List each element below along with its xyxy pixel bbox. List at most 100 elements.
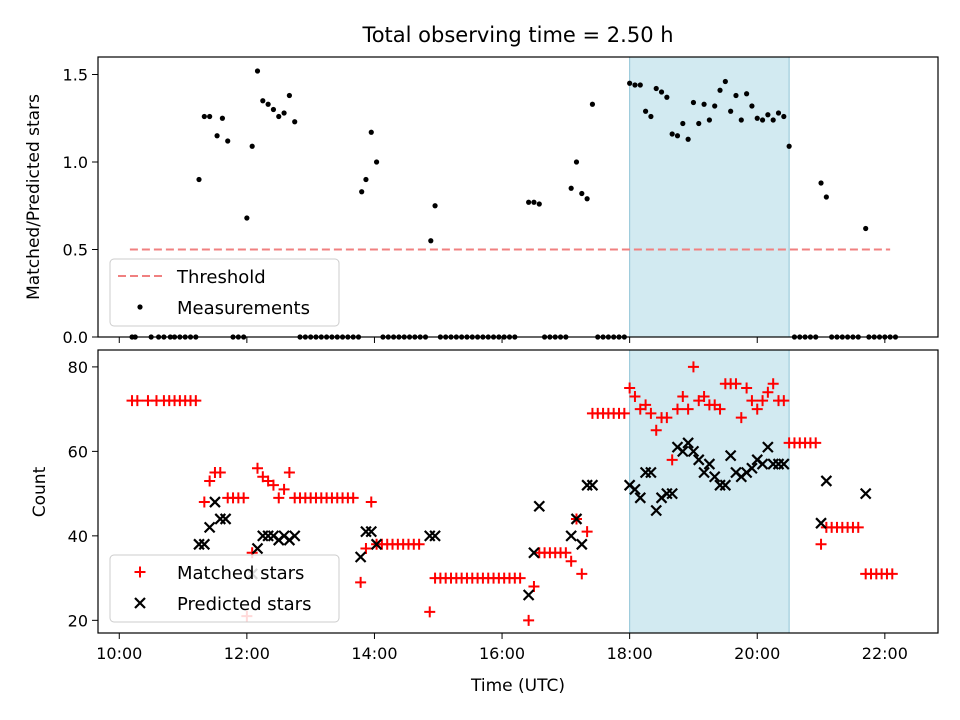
measurements-point	[712, 103, 718, 109]
predicted-stars-point	[251, 542, 264, 555]
measurements-point	[584, 196, 590, 202]
matched-stars-point	[757, 395, 769, 407]
predicted-stars-point	[746, 462, 758, 475]
measurements-point	[270, 106, 277, 113]
measurements-point	[685, 136, 691, 142]
y-tick-label: 1.0	[63, 153, 88, 172]
matched-stars-point	[741, 382, 753, 394]
matched-stars-point	[560, 547, 572, 559]
measurements-point	[428, 238, 434, 244]
predicted-stars-point	[570, 513, 583, 525]
predicted-stars-point	[650, 504, 663, 517]
measurements-point	[680, 120, 686, 127]
matched-stars-point	[666, 454, 678, 466]
measurements-point	[276, 113, 282, 120]
x-axis-label: Time (UTC)	[470, 676, 565, 696]
matched-stars-point	[629, 390, 641, 402]
predicted-stars-point	[778, 458, 790, 470]
measurements-point	[219, 115, 226, 121]
measurements-point	[744, 91, 750, 97]
matched-stars-point	[698, 390, 710, 402]
measurements-point	[706, 117, 712, 123]
measurements-point	[754, 115, 760, 121]
measurements-point	[579, 190, 585, 197]
measurements-point	[286, 92, 292, 99]
measurements-point	[531, 199, 537, 205]
count-panel: 20 40 60 80 10:00 12:00 14:00 16:00 18:00 20:00 22…	[30, 349, 939, 663]
matched-stars-point	[523, 614, 535, 626]
predicted-stars-point	[703, 458, 716, 470]
measurements-point	[359, 189, 365, 195]
measurements-point	[733, 92, 739, 99]
measurements-point	[717, 87, 723, 93]
matched-stars-point	[514, 572, 526, 584]
measurements-point	[653, 85, 659, 92]
measurements-point	[738, 117, 744, 123]
y-tick-label: 0.0	[63, 328, 88, 347]
measurements-point	[642, 108, 649, 114]
y-tick-label: 1.5	[63, 66, 88, 85]
matched-stars-point	[677, 390, 689, 402]
matched-stars-point	[565, 555, 577, 567]
ratio-panel-frame	[97, 56, 939, 338]
y-tick-label: 20	[68, 611, 88, 630]
matched-stars-point	[661, 412, 673, 424]
measurements-point	[818, 180, 824, 186]
predicted-stars-point	[198, 538, 211, 551]
measurements-point	[749, 103, 755, 109]
measurements-point	[196, 176, 202, 183]
predicted-stars-point	[756, 458, 769, 470]
measurements-point	[201, 113, 207, 120]
legend-measurements-swatch	[137, 304, 143, 310]
predicted-stars-point	[762, 441, 774, 453]
measurements-point	[823, 194, 829, 200]
y-tick-label: 0.5	[63, 241, 88, 260]
ratio-panel: 0.0 0.5 1.0 1.5 Matched/Predicted stars Thr…	[24, 56, 939, 347]
matched-stars-point	[365, 496, 377, 508]
matched-stars-point	[810, 437, 822, 449]
measurements-point	[765, 112, 771, 118]
matched-stars-point	[347, 492, 359, 504]
predicted-stars-point	[687, 445, 700, 458]
y-tick-label: 80	[68, 358, 88, 377]
measurements-point	[260, 98, 266, 104]
matched-stars-point	[671, 403, 683, 415]
y-tick-label: 60	[68, 442, 88, 461]
measurements-point	[432, 203, 438, 209]
x-tick-label: 12:00	[224, 644, 270, 663]
measurements-point	[526, 199, 532, 205]
predicted-stars-point	[859, 487, 872, 500]
predicted-stars-point	[209, 496, 221, 508]
matched-stars-point	[424, 606, 436, 618]
measurements-point	[674, 133, 681, 139]
predicted-stars-point	[677, 445, 689, 458]
predicted-stars-point	[576, 538, 588, 551]
matched-stars-point	[190, 395, 202, 407]
predicted-stars-point	[370, 538, 383, 551]
observing-window-span	[629, 56, 790, 338]
matched-stars-point	[528, 581, 540, 593]
predicted-stars-point	[682, 437, 694, 449]
measurements-point	[573, 159, 580, 165]
matched-stars-point	[355, 576, 367, 588]
measurements-point	[368, 129, 374, 135]
matched-stars-point	[767, 378, 779, 390]
predicted-stars-point	[219, 513, 232, 525]
measurements-point	[225, 138, 231, 144]
measurements-point	[207, 113, 213, 120]
legend-label: Matched stars	[177, 563, 304, 584]
measurements-point	[281, 110, 287, 116]
measurements-point	[627, 80, 633, 86]
x-tick-label: 14:00	[351, 644, 397, 663]
matched-stars-point	[576, 568, 588, 580]
predicted-stars-point	[522, 589, 535, 601]
measurements-point	[244, 215, 250, 221]
predicted-stars-point	[533, 500, 546, 513]
matched-stars-point	[360, 543, 372, 555]
legend-box	[109, 554, 340, 623]
matched-stars-point	[751, 403, 763, 415]
measurements-point	[648, 113, 654, 120]
measurements-point	[536, 201, 542, 207]
measurements-point	[690, 99, 697, 106]
